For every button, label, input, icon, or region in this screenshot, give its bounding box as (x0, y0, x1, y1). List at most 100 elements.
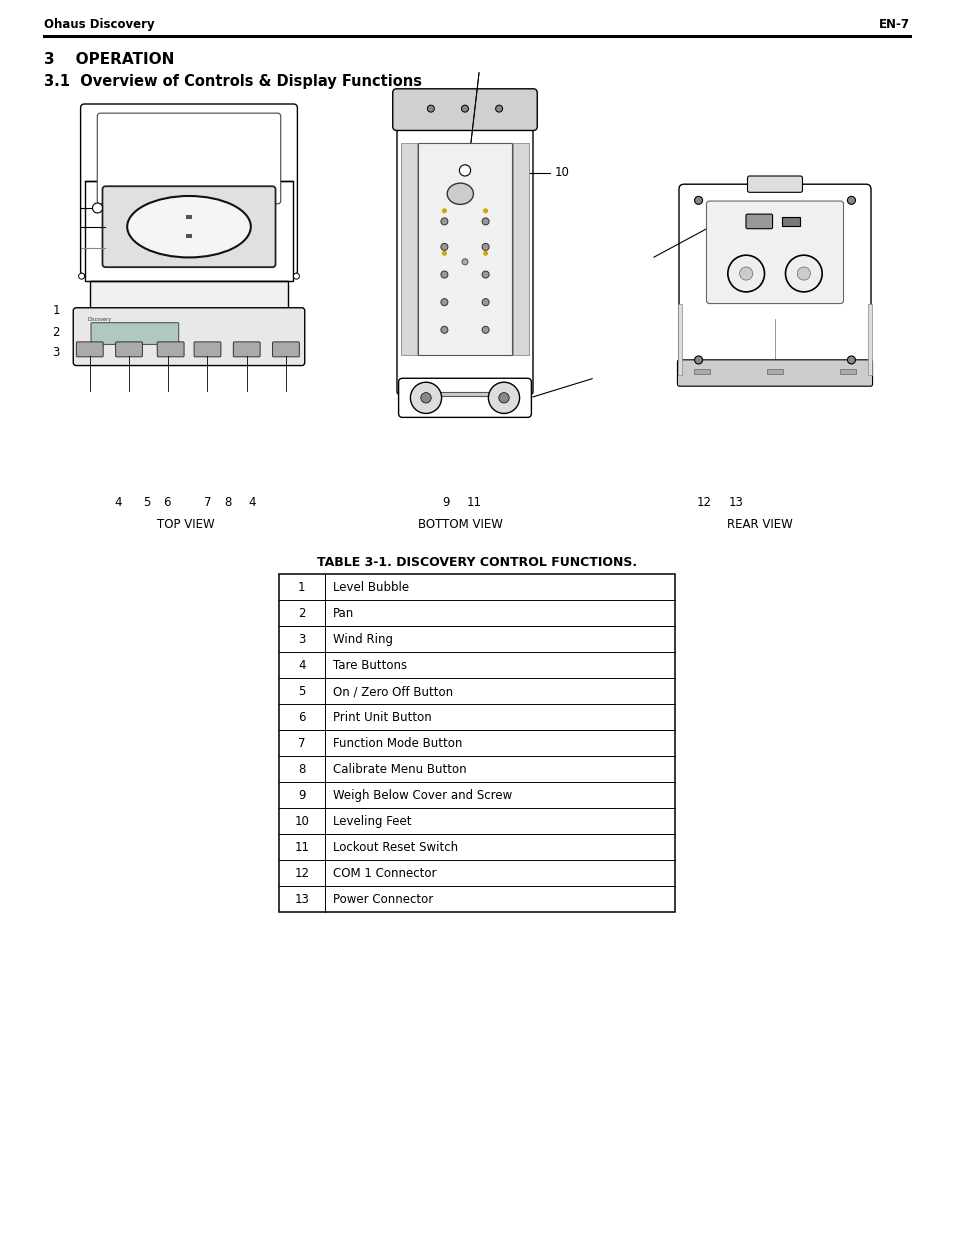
Text: 5: 5 (143, 495, 151, 509)
Text: Leveling Feet: Leveling Feet (333, 815, 411, 827)
Circle shape (294, 273, 299, 279)
Text: 9: 9 (297, 789, 305, 802)
FancyBboxPatch shape (706, 201, 842, 304)
Text: 8: 8 (297, 763, 305, 776)
Text: Weigh Below Cover and Screw: Weigh Below Cover and Screw (333, 789, 511, 802)
Text: 3: 3 (297, 634, 305, 646)
Text: Level Bubble: Level Bubble (333, 580, 408, 594)
FancyBboxPatch shape (80, 104, 297, 275)
Circle shape (461, 105, 468, 112)
Text: 10: 10 (555, 165, 569, 179)
Circle shape (797, 267, 809, 280)
Text: TABLE 3-1. DISCOVERY CONTROL FUNCTIONS.: TABLE 3-1. DISCOVERY CONTROL FUNCTIONS. (316, 556, 637, 569)
Bar (839, 369, 855, 374)
Bar (781, 216, 799, 226)
Circle shape (440, 217, 448, 225)
Circle shape (92, 203, 102, 212)
FancyBboxPatch shape (398, 378, 531, 417)
Bar (417, 143, 511, 356)
Bar (867, 304, 871, 374)
Circle shape (482, 251, 488, 256)
Circle shape (727, 256, 763, 291)
Bar (90, 282, 288, 311)
FancyBboxPatch shape (677, 359, 872, 387)
Circle shape (420, 393, 431, 403)
FancyBboxPatch shape (745, 214, 772, 228)
Text: 2: 2 (297, 608, 305, 620)
Text: Wind Ring: Wind Ring (333, 634, 392, 646)
Text: 6: 6 (297, 711, 305, 724)
FancyBboxPatch shape (97, 114, 280, 204)
Circle shape (739, 267, 752, 280)
Circle shape (481, 243, 489, 251)
Circle shape (440, 243, 448, 251)
Text: Tare Buttons: Tare Buttons (333, 659, 406, 672)
Text: 11: 11 (294, 841, 309, 855)
Text: 8: 8 (224, 495, 232, 509)
Text: 4: 4 (114, 495, 122, 509)
Text: 5: 5 (297, 685, 305, 698)
Ellipse shape (127, 196, 251, 257)
FancyBboxPatch shape (73, 308, 304, 366)
Circle shape (481, 299, 489, 306)
Circle shape (496, 105, 502, 112)
Circle shape (427, 105, 434, 112)
Text: 7: 7 (297, 737, 305, 750)
FancyBboxPatch shape (102, 186, 275, 267)
Text: Calibrate Menu Button: Calibrate Menu Button (333, 763, 466, 776)
Circle shape (410, 382, 441, 414)
Circle shape (784, 256, 821, 291)
Text: 1: 1 (52, 304, 60, 316)
FancyBboxPatch shape (747, 177, 801, 193)
Circle shape (694, 196, 701, 204)
Bar (85, 182, 294, 282)
Bar (278, 574, 675, 911)
FancyBboxPatch shape (233, 342, 260, 357)
Text: EN-7: EN-7 (878, 19, 909, 31)
FancyBboxPatch shape (76, 342, 103, 357)
Text: Pan: Pan (333, 608, 354, 620)
Bar (513, 143, 529, 356)
Text: 9: 9 (442, 495, 449, 509)
Circle shape (441, 209, 446, 214)
Text: TOP VIEW: TOP VIEW (157, 517, 214, 531)
Text: 13: 13 (294, 893, 309, 906)
FancyBboxPatch shape (679, 184, 870, 380)
Text: 2: 2 (52, 326, 60, 340)
Text: Print Unit Button: Print Unit Button (333, 711, 431, 724)
Circle shape (488, 382, 519, 414)
Text: REAR VIEW: REAR VIEW (726, 517, 792, 531)
Bar (186, 233, 192, 238)
Text: Function Mode Button: Function Mode Button (333, 737, 461, 750)
Text: 13: 13 (728, 495, 742, 509)
FancyBboxPatch shape (193, 342, 221, 357)
Text: 4: 4 (248, 495, 255, 509)
Circle shape (440, 299, 448, 306)
Circle shape (498, 393, 509, 403)
Text: 12: 12 (696, 495, 711, 509)
Circle shape (440, 270, 448, 278)
Circle shape (481, 326, 489, 333)
Ellipse shape (447, 183, 473, 205)
Bar (426, 391, 503, 395)
Circle shape (694, 356, 701, 364)
Text: 6: 6 (163, 495, 171, 509)
Text: Lockout Reset Switch: Lockout Reset Switch (333, 841, 457, 855)
Bar (694, 369, 709, 374)
Text: 1: 1 (297, 580, 305, 594)
Text: On / Zero Off Button: On / Zero Off Button (333, 685, 452, 698)
Bar (766, 369, 782, 374)
Text: 3.1  Overview of Controls & Display Functions: 3.1 Overview of Controls & Display Funct… (44, 74, 421, 89)
Text: 3    OPERATION: 3 OPERATION (44, 52, 174, 67)
Text: 12: 12 (294, 867, 309, 881)
Text: 3: 3 (52, 347, 60, 359)
Circle shape (482, 209, 488, 214)
Circle shape (846, 356, 855, 364)
Bar (678, 304, 681, 374)
Circle shape (440, 326, 448, 333)
FancyBboxPatch shape (393, 89, 537, 131)
Circle shape (459, 164, 470, 177)
Text: BOTTOM VIEW: BOTTOM VIEW (417, 517, 502, 531)
FancyBboxPatch shape (273, 342, 299, 357)
Text: Discovery: Discovery (88, 317, 112, 322)
